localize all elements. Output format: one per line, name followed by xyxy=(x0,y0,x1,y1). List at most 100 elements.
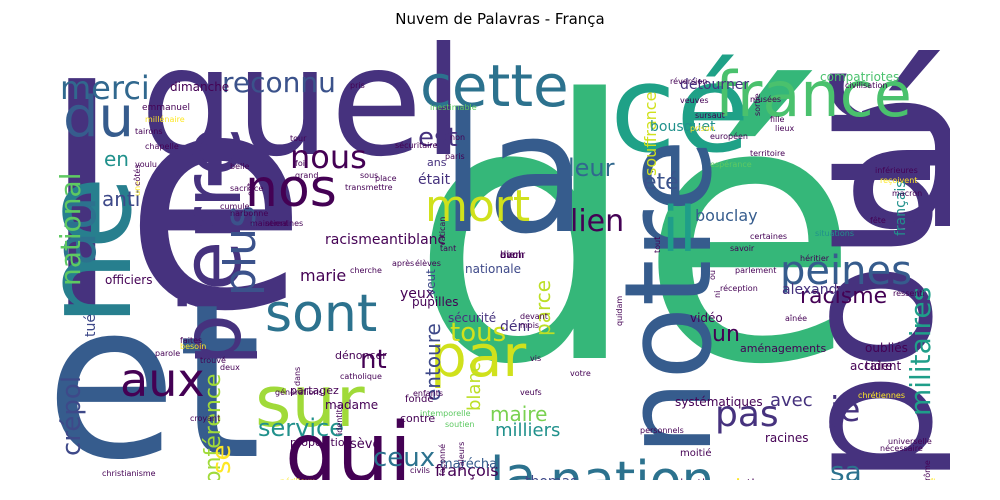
word-deux: deux xyxy=(220,363,240,372)
word-tu-: tué xyxy=(83,314,99,337)
word-est: est xyxy=(418,123,458,153)
word-moiti-: moitié xyxy=(680,447,712,459)
word-personnels: personnels xyxy=(640,426,684,435)
word-croyant: croyant xyxy=(190,414,220,423)
word-sa: sa xyxy=(830,455,862,480)
word-catholique: catholique xyxy=(340,372,382,381)
word-d-: dé xyxy=(410,36,860,443)
word-dimanche: dimanche xyxy=(170,80,229,94)
word-ni: ni xyxy=(713,291,722,298)
word-nt: nt xyxy=(360,345,387,375)
word-soutien: soutien xyxy=(445,420,474,429)
word-nation: nation xyxy=(550,451,714,480)
word-ceux: ceux xyxy=(373,443,435,473)
word-parlement: parlement xyxy=(735,266,776,275)
word-quel: quel xyxy=(140,36,464,190)
word-milliers: milliers xyxy=(495,420,560,441)
word-inf-rieures: inférieures xyxy=(875,165,918,175)
word-avoir: avoir xyxy=(500,250,526,261)
word-entoure: entoure xyxy=(421,323,445,401)
word-valeurs: valeurs xyxy=(457,442,466,471)
word-d-tourner: détourner xyxy=(680,77,749,93)
word-veuves: veuves xyxy=(680,96,709,105)
word-merci: merci xyxy=(60,69,150,107)
word-devant: devant xyxy=(520,312,548,321)
word-pas: pas xyxy=(715,394,779,435)
word-tour: tour xyxy=(290,134,307,143)
word-notre: notre xyxy=(600,139,739,456)
word-sont: sont xyxy=(265,284,377,344)
word-racismeantiblanc: racismeantiblanc xyxy=(325,232,445,248)
word-syst-matiques: systématiques xyxy=(675,395,763,409)
word--tait: était xyxy=(418,172,451,188)
word-mois: mois xyxy=(520,321,539,330)
word-vatican: vatican xyxy=(438,217,447,246)
word-blanc: blanc xyxy=(464,362,485,411)
word-mar-chal: maréchal xyxy=(440,457,501,472)
word-service: service xyxy=(258,414,344,442)
word-dr-me: drôme xyxy=(922,460,932,480)
word-conf-rence: conférence xyxy=(201,374,226,480)
word-tout: tout xyxy=(653,237,662,253)
word-f-te: fête xyxy=(870,215,886,225)
word-d-ni: déni xyxy=(500,319,530,335)
word-au: au xyxy=(50,196,109,266)
word-lien: lien xyxy=(570,204,624,239)
word-universelle: universelle xyxy=(888,437,932,446)
word-qui: qui xyxy=(285,406,412,480)
word-cumule: cumule xyxy=(220,202,250,211)
word-situations: situations xyxy=(815,229,854,238)
word-partagez: partagez xyxy=(290,384,339,397)
word-h-ritier: héritier xyxy=(800,253,830,263)
word-peines: peines xyxy=(780,248,912,294)
word-c-t-s: côtés xyxy=(132,164,142,186)
word-voulu: voulu xyxy=(135,160,157,169)
word-territoire: territoire xyxy=(750,149,785,158)
word-bousquet: bousquet xyxy=(650,119,716,135)
word-semaines: semaines xyxy=(265,219,303,228)
word-proposition: proposition xyxy=(290,436,352,449)
word-tairons: tairons xyxy=(135,127,163,136)
word-pupilles: pupilles xyxy=(412,295,458,309)
word--t-: été xyxy=(643,170,679,195)
word-cette: cette xyxy=(420,52,569,120)
word-sacrifice: sacrifice xyxy=(230,184,263,193)
word-intemporelle: intemporelle xyxy=(420,409,471,418)
word-sursaut: sursaut xyxy=(695,111,725,120)
word-ne: ne xyxy=(50,176,159,326)
word-civils: civils xyxy=(410,466,430,475)
word-votre: votre xyxy=(570,369,591,378)
word-certaines: certaines xyxy=(750,232,787,241)
word--l-ves: élèves xyxy=(415,258,441,268)
word-ressenti: ressenti xyxy=(893,289,925,298)
word-un: un xyxy=(712,322,740,347)
word-la: la xyxy=(490,447,536,480)
word-avec: avec xyxy=(770,390,813,411)
word-dach: dach xyxy=(500,250,524,261)
word-veut: veut xyxy=(424,269,438,296)
word-s-ve: sève xyxy=(350,437,380,452)
word-veufs: veufs xyxy=(520,388,542,397)
word-foi: foi xyxy=(295,159,305,168)
word-ans: ans xyxy=(427,156,447,169)
word-oubli-s: oubliés xyxy=(865,341,908,355)
word-s-curitaire: sécuritaire xyxy=(395,140,437,150)
word-esp-rance: espérance xyxy=(710,159,752,169)
word-racines: racines xyxy=(765,431,808,445)
word-cloud-canvas: déleetquellacéápourquinotrenefrancenatio… xyxy=(50,36,950,480)
word-bouclay: bouclay xyxy=(695,206,758,225)
word-s-curit-: sécurité xyxy=(448,311,496,325)
word-trouv-: trouvé xyxy=(200,355,226,365)
word-europ-en: européen xyxy=(710,131,748,141)
word-p-rilleux: périlleux xyxy=(280,476,315,480)
word-re-oivent: reçoivent xyxy=(880,176,917,185)
word-dans: dans xyxy=(293,367,302,386)
word-ont: ont xyxy=(246,183,255,196)
word-r-version: réversion xyxy=(670,76,707,86)
word-compatriotes: compatriotes xyxy=(820,70,899,84)
word-nos: nos xyxy=(245,159,337,219)
word-faites: faites xyxy=(180,336,202,345)
word-enfants: enfants xyxy=(413,389,443,398)
word-tous: tous xyxy=(450,318,506,348)
